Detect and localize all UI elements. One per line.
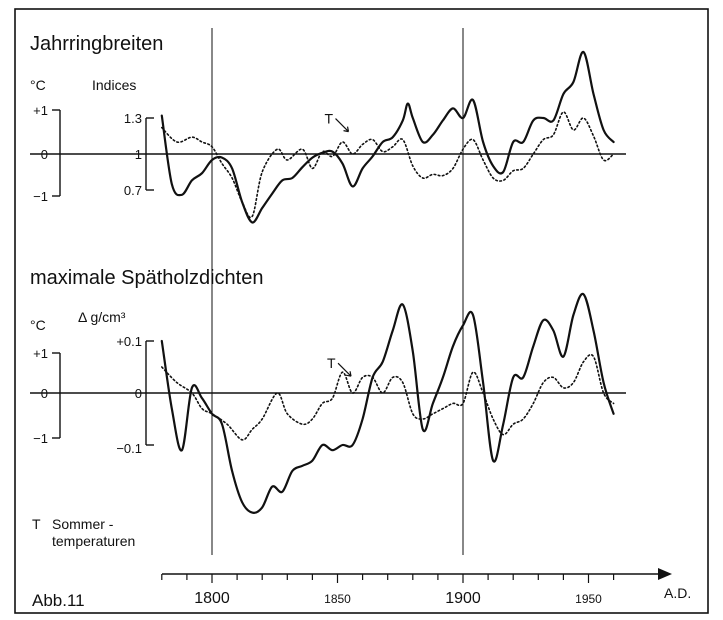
panel1-index-tick-top: 1.3	[124, 111, 142, 126]
time-axis	[161, 568, 672, 583]
time-axis-tick-label-1800: 1800	[194, 590, 230, 607]
panel1-temp-tick-bottom: −1	[33, 189, 48, 204]
figure-frame	[14, 8, 709, 614]
panel1-ring-width-line	[160, 50, 615, 224]
panel2-density-unit: Δ g/cm³	[78, 309, 126, 325]
panel1-temp-axis	[52, 109, 61, 197]
panel1-index-tick-bottom: 0.7	[124, 183, 142, 198]
panel2-title: maximale Spätholzdichten	[30, 267, 263, 289]
panel1-title: Jahrringbreiten	[30, 33, 163, 55]
figure-label: Abb.11	[32, 591, 85, 610]
panel2-temp-unit: °C	[30, 317, 46, 333]
panel2-temp-tick-top: +1	[33, 346, 48, 361]
time-axis-label: A.D.	[664, 585, 691, 601]
time-axis-tick-label-1850: 1850	[324, 592, 351, 606]
time-axis-tick-label-1900: 1900	[445, 590, 481, 607]
panel1-temp-unit: °C	[30, 77, 46, 93]
panel2-temp-tick-bottom: −1	[33, 431, 48, 446]
panel2-temp-axis	[52, 352, 61, 439]
legend-line2: temperaturen	[52, 533, 135, 549]
panel1-index-unit: Indices	[92, 77, 136, 93]
panel2-summer-temperature-line	[161, 353, 615, 441]
panel2-density-line	[160, 292, 615, 514]
legend-marker: T	[32, 516, 41, 532]
panel1-summer-temperature-line	[161, 111, 615, 219]
panel1-T-arrow	[335, 118, 350, 133]
time-axis-tick-label-1950: 1950	[575, 592, 602, 606]
legend-line1: Sommer -	[52, 516, 114, 532]
panel1-T-label: T	[325, 111, 334, 127]
panel2-T-arrow	[337, 362, 352, 377]
panel1-temp-tick-top: +1	[33, 103, 48, 118]
panel2-T-label: T	[327, 355, 336, 371]
panel2-density-tick-bottom: −0.1	[116, 441, 142, 456]
panel2-density-tick-top: +0.1	[116, 334, 142, 349]
